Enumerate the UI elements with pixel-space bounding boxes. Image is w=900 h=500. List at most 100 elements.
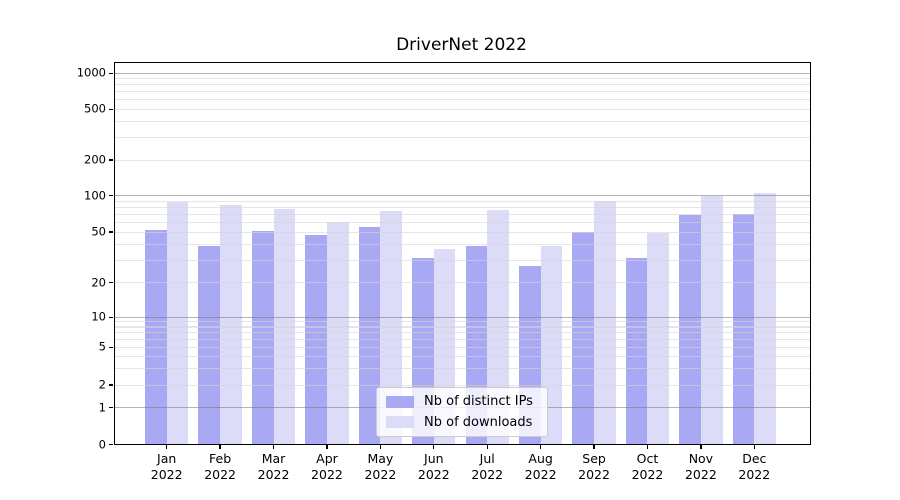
x-tick-label: Jun 2022 [418, 451, 450, 482]
x-tick-label: Nov 2022 [685, 451, 717, 482]
x-tick-mark [753, 444, 755, 449]
y-tick-mark [108, 108, 113, 110]
x-tick-month: Jun [424, 451, 444, 466]
y-tick-mark [108, 195, 113, 197]
y-tick-label: 1 [98, 400, 106, 415]
minor-gridline [113, 282, 811, 284]
x-tick-year: 2022 [524, 466, 557, 482]
x-tick-month: Feb [209, 451, 232, 466]
legend-swatch-distinct-ips-icon [386, 395, 414, 408]
x-tick-label: Feb 2022 [204, 451, 236, 482]
y-tick-label: 100 [84, 188, 106, 203]
bar-distinct-ips [572, 232, 595, 445]
x-tick-year: 2022 [578, 466, 610, 482]
legend-label-distinct-ips: Nb of distinct IPs [424, 394, 533, 410]
minor-gridline [113, 355, 811, 358]
minor-gridline [113, 259, 811, 261]
y-tick-mark [108, 231, 113, 233]
y-tick-mark [108, 384, 113, 386]
x-tick-label: Mar 2022 [258, 451, 290, 482]
x-tick-month: Oct [636, 451, 659, 466]
minor-gridline [113, 137, 811, 139]
minor-gridline [113, 99, 811, 101]
x-tick-label: Dec 2022 [738, 451, 770, 482]
bar-distinct-ips [679, 215, 701, 445]
x-tick-mark [700, 444, 702, 449]
x-tick-month: Apr [316, 451, 338, 466]
x-tick-month: Jul [479, 451, 495, 466]
minor-gridline [113, 321, 811, 323]
bar-downloads [594, 200, 616, 445]
gridlines-layer [113, 62, 811, 445]
x-tick-mark [272, 444, 275, 449]
y-tick-mark [108, 72, 113, 74]
legend-entry-distinct-ips: Nb of distinct IPs [386, 394, 547, 409]
y-tick-label: 10 [91, 310, 106, 325]
legend-swatch-downloads-icon [386, 416, 414, 429]
y-tick-label: 20 [91, 275, 106, 290]
x-tick-mark [219, 444, 221, 449]
bar-distinct-ips [198, 245, 221, 445]
x-tick-mark [379, 444, 382, 449]
minor-gridline [113, 200, 811, 202]
bar-downloads [647, 233, 670, 445]
x-tick-label: Sep 2022 [578, 451, 610, 482]
minor-gridline [113, 221, 811, 224]
x-tick-mark [539, 444, 542, 449]
x-tick-label: Jan 2022 [151, 451, 183, 482]
x-tick-month: Nov [688, 451, 714, 466]
x-tick-mark [646, 444, 649, 449]
x-tick-label: Apr 2022 [311, 451, 343, 482]
y-tick-label: 2 [98, 377, 106, 392]
minor-gridline [113, 367, 811, 369]
y-tick-label: 1000 [76, 66, 106, 81]
x-tick-label: Aug 2022 [525, 451, 557, 482]
x-tick-year: 2022 [631, 466, 664, 482]
minor-gridline [113, 346, 811, 348]
x-tick-mark [326, 444, 328, 449]
minor-gridline [113, 91, 811, 93]
y-tick-label: 5 [98, 340, 106, 355]
major-gridline [113, 72, 811, 74]
bar-distinct-ips [732, 214, 755, 445]
minor-gridline [113, 332, 811, 334]
x-tick-month: May [367, 451, 394, 466]
minor-gridline [113, 243, 811, 245]
bar-distinct-ips [145, 229, 167, 445]
bar-downloads [380, 211, 403, 445]
minor-gridline [113, 338, 811, 340]
x-tick-month: Aug [528, 451, 553, 466]
x-tick-year: 2022 [738, 466, 771, 482]
x-tick-month: Mar [261, 451, 286, 466]
x-tick-month: Dec [742, 451, 767, 466]
x-tick-mark [486, 444, 488, 449]
x-tick-mark [593, 444, 595, 449]
bar-downloads [700, 195, 723, 445]
y-tick-mark [108, 407, 113, 409]
x-tick-year: 2022 [471, 466, 504, 482]
y-tick-mark [108, 346, 113, 348]
minor-gridline [113, 121, 811, 123]
y-tick-mark [108, 159, 113, 161]
minor-gridline [113, 384, 811, 386]
legend-label-downloads: Nb of downloads [424, 414, 533, 430]
x-tick-year: 2022 [204, 466, 237, 482]
minor-gridline [113, 213, 811, 215]
x-tick-label: Jul 2022 [471, 451, 503, 482]
minor-gridline [113, 108, 811, 110]
x-tick-year: 2022 [257, 466, 290, 482]
x-tick-year: 2022 [311, 466, 343, 482]
bar-distinct-ips [625, 258, 648, 445]
x-tick-month: Jan [157, 451, 177, 466]
legend-entry-downloads: Nb of downloads [386, 415, 547, 430]
minor-gridline [113, 84, 811, 86]
chart-title: DriverNet 2022 [396, 35, 527, 55]
major-gridline [113, 316, 811, 318]
x-tick-year: 2022 [417, 466, 450, 482]
y-tick-mark [108, 443, 113, 446]
minor-gridline [113, 159, 811, 161]
major-gridline [113, 195, 811, 197]
y-tick-label: 500 [84, 102, 106, 117]
x-tick-year: 2022 [150, 466, 183, 482]
